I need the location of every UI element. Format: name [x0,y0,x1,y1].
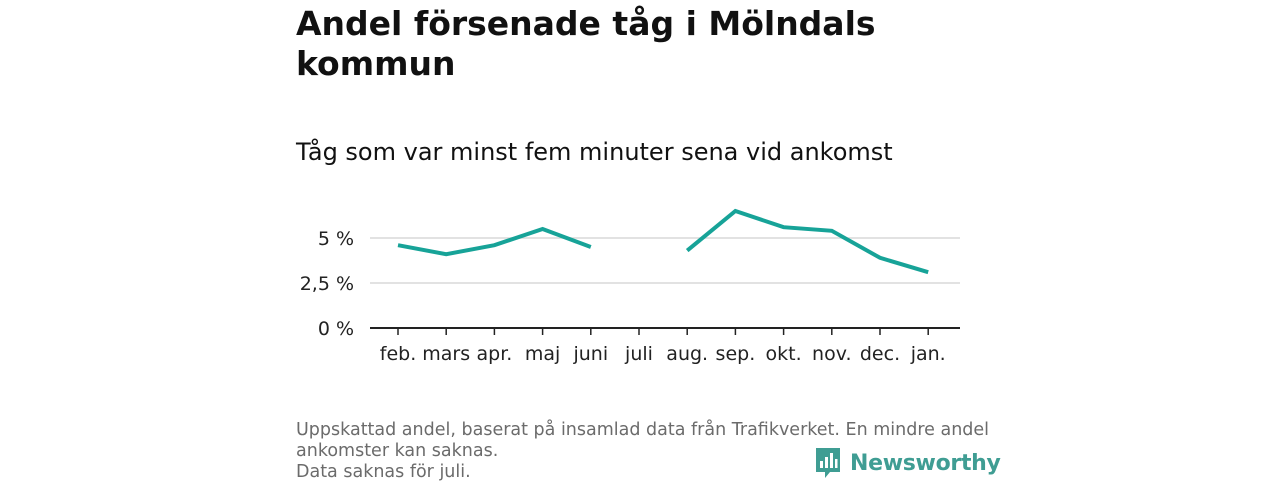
x-tick-label: aug. [666,343,708,365]
x-tick-label: okt. [766,343,802,365]
x-tick-label: apr. [476,343,512,365]
brand-name: Newsworthy [850,450,1001,476]
x-tick-label: sep. [716,343,756,365]
y-tick-label: 0 % [318,318,354,340]
footnote-line-1: Uppskattad andel, baserat på insamlad da… [296,420,990,440]
footnote: Uppskattad andel, baserat på insamlad da… [296,420,990,483]
x-axis: feb. mars apr. maj juni juli aug. sep. okt. nov. d… [370,327,960,365]
x-tick-label: juni [572,343,608,365]
chart-title: Andel försenade tåg i Mölndals kommun [296,4,876,83]
footnote-line-3: Data saknas för juli. [296,462,471,482]
x-tick-label: mars [422,343,470,365]
footnote-line-2: ankomster kan saknas. [296,441,499,461]
y-axis-ticks: 0 % 2,5 % 5 % [300,228,354,340]
series-lines [397,208,929,275]
grid-lines [370,237,960,284]
series-line [685,208,929,275]
x-tick-label: dec. [860,343,900,365]
x-tick-label: feb. [380,343,416,365]
x-tick-label: maj [525,343,560,365]
x-tick-label: nov. [812,343,851,365]
y-tick-label: 5 % [318,228,354,250]
y-tick-label: 2,5 % [300,273,354,295]
chart-card: Andel försenade tåg i Mölndals kommun Tå… [296,0,1001,483]
line-chart: 0 % 2,5 % 5 % feb. mars apr. maj juni juli aug. s… [300,208,960,365]
x-tick-label: jan. [910,343,946,365]
chart-subtitle: Tåg som var minst fem minuter sena vid a… [296,138,893,166]
x-tick-label: juli [624,343,653,365]
brand-logo: Newsworthy [814,446,1001,480]
series-line [397,226,592,257]
newsworthy-logo-icon [816,448,840,478]
